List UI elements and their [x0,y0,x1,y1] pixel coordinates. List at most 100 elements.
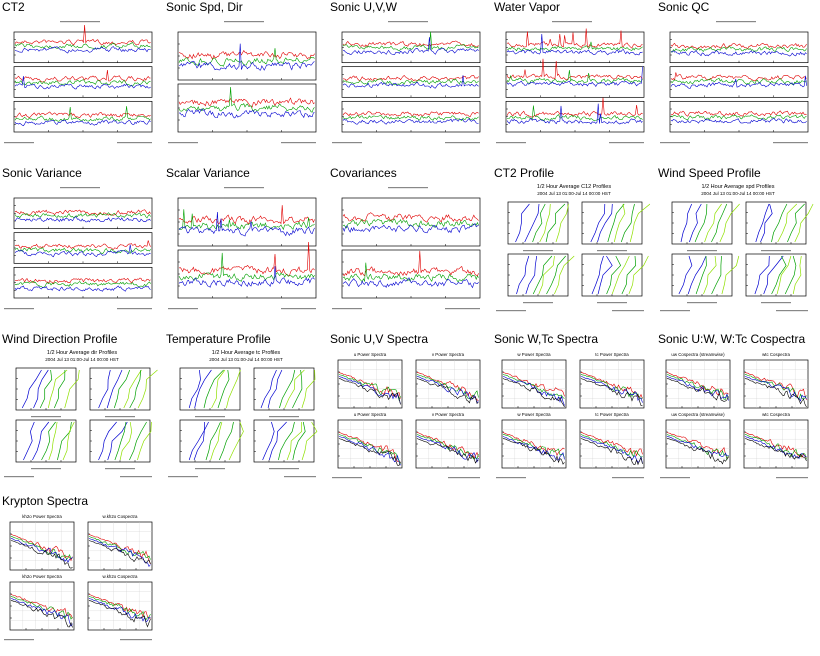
plot-image[interactable] [330,16,486,148]
plot-image[interactable]: 1/2 Hour Average C12 Profiles 2004 Jul 13… [494,182,650,314]
plot-image[interactable] [494,16,650,148]
thumbnail-sonic-uw-wtc-cospectra[interactable]: Sonic U:W, W:Tc Cospectra uw Cospectra (… [656,332,816,494]
plot-image[interactable] [166,182,322,314]
thumbnail-sonic-spd-dir[interactable]: Sonic Spd, Dir [164,0,324,162]
thumbnail-title: Temperature Profile [166,332,271,346]
profile-trace [694,203,708,243]
thumbnail-wind-direction-profile[interactable]: Wind Direction Profile 1/2 Hour Average … [0,332,160,494]
spectra-trace [10,534,73,562]
plot-frame [665,359,731,409]
spectra-trace [502,372,565,397]
plot-image[interactable]: kh2o Power Spectra w.kh2o Cospectra kh2o P… [2,510,158,642]
plot-image[interactable]: uw Cospectra (streamwise) wtc Cospectra uw… [658,348,814,480]
profile-trace [597,203,613,243]
plot-trace [670,50,807,57]
thumbnail-sonic-uv-spectra[interactable]: Sonic U,V Spectra u Power Spectra v Power… [328,332,488,494]
profile-trace [754,255,770,295]
plot-frame [9,581,75,631]
plot-trace [342,262,479,283]
profile-trace [611,255,630,295]
profile-trace [678,255,693,295]
plot-trace [14,244,151,258]
plot-image[interactable]: 1/2 Hour Average spd Profiles 2004 Jul 13… [658,182,814,314]
plot-trace [178,97,315,108]
thumbnail-water-vapor[interactable]: Water Vapor [492,0,652,162]
spectra-trace [338,436,401,466]
spectra-trace [88,540,151,565]
profile-trace [292,421,306,461]
profile-trace [218,421,234,461]
profile-trace [532,255,553,295]
plot-trace [14,24,151,46]
plot-trace [342,277,479,289]
spectra-trace [666,434,729,461]
profile-trace [704,203,722,243]
spectra-trace [744,438,807,462]
thumbnail-title: Krypton Spectra [2,494,89,508]
spectra-trace [10,596,73,620]
profile-trace [129,369,142,409]
plot-trace [670,118,807,124]
plot-image[interactable] [330,182,486,314]
plot-image[interactable] [658,16,814,148]
plot-image[interactable] [2,182,158,314]
thumbnail-covariances[interactable]: Covariances [328,166,488,328]
plot-frame [579,359,645,409]
plot-trace [342,111,479,118]
plot-trace [670,42,807,50]
plot-trace [670,110,807,117]
profile-trace [711,203,728,243]
plot-image[interactable]: u Power Spectra v Power Spectra u Power Sp… [330,348,486,480]
thumbnail-sonic-wtc-spectra[interactable]: Sonic W,Tc Spectra w Power Spectra tc Pow… [492,332,652,494]
spectra-trace [666,376,729,401]
spectra-trace [580,376,643,403]
thumbnail-ct2[interactable]: CT2 [0,0,160,162]
thumbnail-sonic-variance[interactable]: Sonic Variance [0,166,160,328]
spectra-trace [666,438,729,465]
thumbnail-sonic-uvw[interactable]: Sonic U,V,W [328,0,488,162]
plot-image[interactable]: 1/2 Hour Average dir Profiles 2004 Jul 13… [2,348,158,480]
thumbnail-ct2-profile[interactable]: CT2 Profile 1/2 Hour Average C12 Profile… [492,166,652,328]
plot-frame [415,419,481,469]
plot-trace [342,223,479,234]
plot-image[interactable]: 1/2 Hour Average tc Profiles 2004 Jul 13 … [166,348,322,480]
profile-trace [629,203,650,243]
profile-trace [771,255,787,295]
plot-image[interactable] [166,16,322,148]
thumbnail-title: Sonic U,V,W [330,0,397,14]
plot-trace [14,41,151,50]
plot-frame [13,197,153,230]
profile-trace [613,203,626,243]
spectra-trace [10,594,73,619]
plot-trace [178,205,315,225]
plot-thumbnail-svg: uw Cospectra (streamwise) wtc Cospectra uw… [660,352,809,479]
spectra-trace [416,376,479,404]
spectra-label: wtc Cospectra [762,412,790,417]
plot-trace [342,250,479,277]
thumbnail-wind-speed-profile[interactable]: Wind Speed Profile 1/2 Hour Average spd … [656,166,816,328]
plot-image[interactable] [2,16,158,148]
plot-image[interactable]: w Power Spectra tc Power Spectra w Power S… [494,348,650,480]
profile-trace [771,203,788,243]
profile-trace [721,255,740,295]
thumbnail-scalar-variance[interactable]: Scalar Variance [164,166,324,328]
spectra-label: w.kh2o Cospectra [103,574,138,579]
plot-thumbnail-svg [168,187,317,310]
spectra-label: v Power Spectra [432,412,465,417]
plot-frame [579,419,645,469]
thumbnail-temperature-profile[interactable]: Temperature Profile 1/2 Hour Average tc … [164,332,324,494]
profile-trace [620,203,635,243]
plot-thumbnail-svg: w Power Spectra tc Power Spectra w Power S… [496,352,645,479]
spectra-trace [744,436,807,460]
profile-trace [776,255,792,295]
plot-subtitle-dates: 2004 Jul 13 01:00-Jul 14 00:00 HST [45,357,119,362]
spectra-trace [502,432,565,456]
profile-trace [62,421,75,461]
thumbnail-sonic-qc[interactable]: Sonic QC [656,0,816,162]
plot-frame [501,359,567,409]
profile-trace [260,369,277,409]
spectra-label: u Power Spectra [354,352,387,357]
profile-trace [137,421,152,461]
profile-trace [262,421,275,461]
thumbnail-krypton-spectra[interactable]: Krypton Spectra kh2o Power Spectra w.kh2o… [0,494,160,656]
